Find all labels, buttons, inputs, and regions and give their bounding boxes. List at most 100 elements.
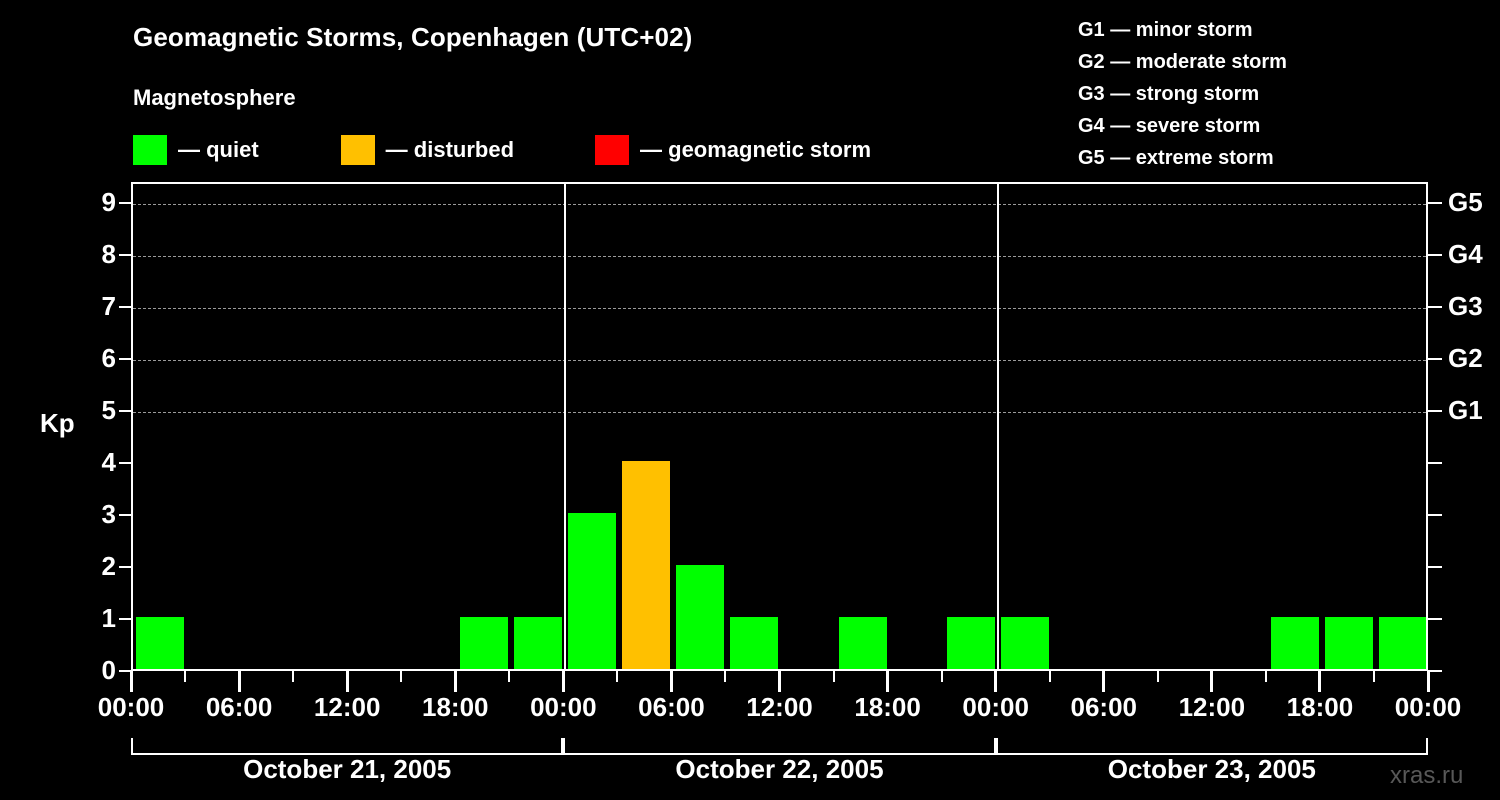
- gridline-kp-9: [133, 203, 1426, 205]
- g-legend-line-g1: G1 — minor storm: [1078, 19, 1253, 41]
- y-tick-label-2: 2: [101, 550, 116, 581]
- bar-kp[interactable]: [568, 512, 617, 669]
- day-bracket-1: [131, 738, 564, 755]
- x-tick-minor: [400, 671, 403, 682]
- gridline-kp-8: [133, 255, 1426, 257]
- y-tick-mark-9: [119, 201, 131, 204]
- bar-kp[interactable]: [946, 616, 995, 669]
- page-title: Geomagnetic Storms, Copenhagen (UTC+02): [133, 22, 693, 52]
- g-tick-label-g3: G3: [1448, 290, 1483, 321]
- g-tick-mark-g3: [1428, 305, 1442, 308]
- g-tick-label-g4: G4: [1448, 238, 1483, 269]
- x-tick-label: 00:00: [530, 692, 597, 722]
- x-tick-minor: [1372, 671, 1375, 682]
- x-tick-minor: [184, 671, 187, 682]
- legend-item-quiet: — quiet: [133, 134, 259, 166]
- bar-kp[interactable]: [838, 616, 887, 669]
- y-tick-mark-5: [119, 409, 131, 412]
- g-tick-mark-g1: [1428, 409, 1442, 412]
- legend-label-storm: — geomagnetic storm: [640, 137, 872, 162]
- g-axis-minor-tick-4: [1428, 461, 1442, 464]
- y-axis-title: Kp: [40, 408, 75, 438]
- g-legend-line-g3: G3 — strong storm: [1078, 83, 1260, 105]
- y-tick-mark-0: [119, 670, 131, 672]
- g-tick-mark-g4: [1428, 253, 1442, 256]
- x-tick-label: 00:00: [1394, 692, 1462, 722]
- g-tick-label-g5: G5: [1448, 186, 1483, 217]
- chart-plot-area: [131, 182, 1428, 671]
- g-legend-line-g2: G2 — moderate storm: [1078, 51, 1287, 73]
- x-tick-major: [886, 671, 890, 692]
- y-tick-label-9: 9: [101, 186, 116, 217]
- y-tick-mark-8: [119, 253, 131, 256]
- legend-label-quiet: — quiet: [178, 137, 259, 162]
- x-tick-minor: [1156, 671, 1159, 682]
- y-tick-label-5: 5: [101, 394, 116, 425]
- y-tick-label-6: 6: [101, 342, 116, 373]
- red-swatch-icon: [595, 135, 630, 165]
- y-tick-label-0: 0: [101, 655, 116, 685]
- x-tick-minor: [1264, 671, 1267, 682]
- g-legend-line-g4: G4 — severe storm: [1078, 115, 1261, 137]
- legend-item-storm: — geomagnetic storm: [595, 134, 871, 166]
- g-scale-legend: G1 — minor storm G2 — moderate storm G3 …: [1078, 14, 1287, 174]
- x-tick-major: [1102, 671, 1106, 692]
- day-label-2: October 22, 2005: [675, 754, 884, 784]
- green-swatch-icon: [133, 135, 167, 165]
- bar-kp[interactable]: [460, 616, 509, 669]
- bar-kp[interactable]: [136, 616, 185, 669]
- x-tick-label: 12:00: [313, 692, 381, 722]
- x-tick-minor: [1048, 671, 1051, 682]
- bar-kp[interactable]: [1000, 616, 1049, 669]
- x-tick-minor: [508, 671, 511, 682]
- gridline-kp-6: [133, 359, 1426, 361]
- legend-label-disturbed: — disturbed: [385, 137, 515, 162]
- bar-kp[interactable]: [1270, 616, 1319, 669]
- g-axis-minor-tick-0: [1428, 670, 1442, 672]
- orange-swatch-icon: [340, 135, 375, 165]
- x-tick-major: [129, 671, 133, 692]
- y-tick-mark-3: [119, 513, 131, 516]
- x-tick-label: 00:00: [962, 692, 1029, 722]
- y-tick-label-1: 1: [101, 602, 116, 633]
- legend-item-disturbed: — disturbed: [340, 134, 515, 166]
- bar-kp[interactable]: [730, 616, 779, 669]
- bar-kp[interactable]: [1324, 616, 1373, 669]
- day-bracket-3: [995, 738, 1428, 755]
- y-tick-mark-6: [119, 357, 131, 360]
- g-tick-mark-g2: [1428, 357, 1442, 360]
- gridline-kp-7: [133, 307, 1426, 309]
- bar-kp[interactable]: [514, 616, 563, 669]
- x-tick-major: [561, 671, 565, 692]
- x-tick-label: 18:00: [854, 692, 921, 722]
- x-tick-minor: [724, 671, 727, 682]
- x-tick-major: [345, 671, 349, 692]
- y-tick-mark-2: [119, 565, 131, 568]
- x-tick-major: [1318, 671, 1322, 692]
- day-label-1: October 21, 2005: [243, 754, 452, 784]
- watermark: xras.ru: [1390, 762, 1464, 789]
- g-axis-minor-tick-1: [1428, 617, 1442, 620]
- y-tick-label-7: 7: [101, 290, 116, 321]
- y-tick-label-3: 3: [101, 498, 116, 529]
- x-tick-major: [669, 671, 673, 692]
- day-separator-2: [996, 184, 999, 669]
- magnetosphere-label: Magnetosphere: [133, 85, 296, 110]
- g-tick-label-g1: G1: [1448, 394, 1483, 425]
- day-bracket-2: [563, 738, 996, 755]
- bar-kp[interactable]: [676, 564, 725, 669]
- x-tick-label: 06:00: [205, 692, 273, 722]
- x-tick-major: [1210, 671, 1214, 692]
- x-tick-label: 06:00: [1070, 692, 1138, 722]
- bar-kp[interactable]: [1378, 616, 1426, 669]
- g-axis-minor-tick-2: [1428, 565, 1442, 568]
- bar-kp[interactable]: [622, 460, 671, 669]
- x-tick-label: 12:00: [1178, 692, 1246, 722]
- x-tick-minor: [292, 671, 295, 682]
- y-tick-label-4: 4: [101, 446, 116, 477]
- x-tick-label: 18:00: [422, 692, 489, 722]
- x-tick-minor: [616, 671, 619, 682]
- x-tick-label: 00:00: [97, 692, 165, 722]
- x-tick-label: 06:00: [638, 692, 705, 722]
- gridline-kp-5: [133, 411, 1426, 413]
